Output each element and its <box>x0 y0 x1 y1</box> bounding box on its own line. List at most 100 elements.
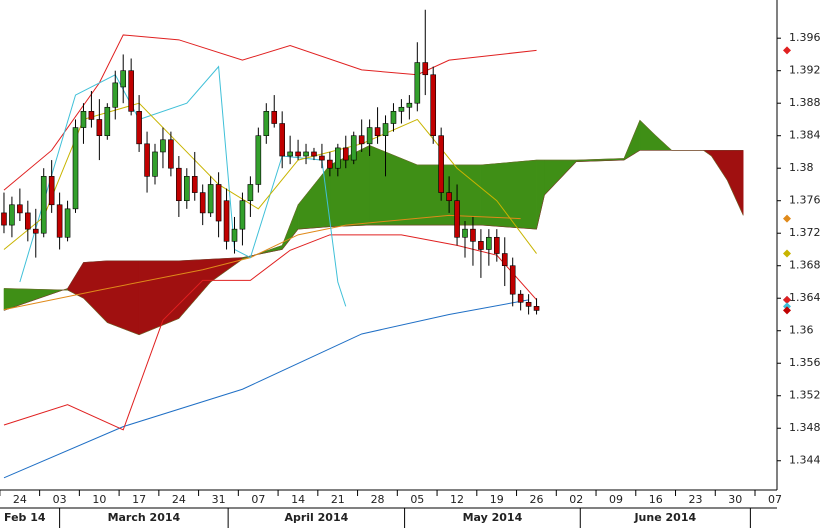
y-tick-label: 1.364 <box>789 291 820 304</box>
candle-body <box>168 139 174 169</box>
candle-body <box>462 228 468 238</box>
x-tick-label: 21 <box>331 493 345 506</box>
cloud-segment <box>107 260 140 336</box>
candle-body <box>319 155 325 161</box>
candle-body <box>517 293 524 303</box>
candle-body <box>350 135 357 161</box>
x-tick-label: 24 <box>13 493 27 506</box>
candle-body <box>335 147 341 169</box>
candle-body <box>390 111 397 124</box>
indicator-line <box>3 214 521 311</box>
candle-body <box>80 111 87 128</box>
candle-body <box>501 253 508 267</box>
x-tick-label: 12 <box>450 493 464 506</box>
y-tick-label: 1.372 <box>789 226 820 239</box>
candle-body <box>374 127 381 137</box>
candle-body <box>486 236 492 250</box>
candle-body <box>287 151 293 157</box>
indicator-line <box>19 65 347 307</box>
candle-body <box>327 159 333 169</box>
candle-body <box>470 228 476 242</box>
candle-body <box>160 139 166 153</box>
candle-body <box>533 306 540 311</box>
candle-body <box>525 301 532 307</box>
y-tick-label: 1.352 <box>789 389 820 402</box>
cloud-span-b <box>3 150 744 311</box>
candle-body <box>9 204 15 226</box>
y-tick-label: 1.356 <box>789 356 820 369</box>
y-tick-label: 1.392 <box>789 64 820 77</box>
x-tick-label: 14 <box>291 493 305 506</box>
candle-body <box>96 119 103 137</box>
candle-body <box>199 192 206 214</box>
candle-body <box>64 208 71 238</box>
x-tick-label: 28 <box>371 493 385 506</box>
candle-body <box>17 204 23 214</box>
candle-body <box>398 106 405 112</box>
y-tick-label: 1.344 <box>789 454 820 467</box>
candle-body <box>215 184 222 222</box>
candle-body <box>104 106 111 137</box>
candle-body <box>247 184 254 202</box>
candle-body <box>144 143 150 177</box>
candle-body <box>56 204 63 238</box>
last-value-marker <box>783 214 791 223</box>
candle-body <box>454 200 460 238</box>
candle-body <box>152 151 158 177</box>
candle-body <box>295 151 301 157</box>
x-tick-label: 16 <box>649 493 663 506</box>
month-label: April 2014 <box>284 511 348 524</box>
candle-body <box>478 241 484 250</box>
candle-body <box>430 74 437 137</box>
last-value-marker <box>783 302 791 311</box>
last-value-marker <box>783 249 791 258</box>
candle-body <box>239 200 246 230</box>
indicator-line <box>3 234 537 431</box>
y-tick-label: 1.388 <box>789 96 820 109</box>
x-tick-label: 30 <box>728 493 742 506</box>
x-tick-label: 26 <box>530 493 544 506</box>
candle-body <box>494 236 500 254</box>
candle-body <box>279 123 285 157</box>
x-tick-label: 03 <box>53 493 67 506</box>
candle-body <box>40 176 47 234</box>
candle-body <box>88 111 95 120</box>
candle-body <box>1 212 7 226</box>
x-tick-label: 05 <box>410 493 424 506</box>
candle-body <box>263 111 270 137</box>
candle-body <box>422 62 429 76</box>
x-tick-label: 24 <box>172 493 186 506</box>
month-label: June 2014 <box>633 511 696 524</box>
x-tick-label: 02 <box>569 493 583 506</box>
candle-body <box>120 70 127 88</box>
candle-body <box>231 228 238 242</box>
x-tick-label: 19 <box>490 493 504 506</box>
x-tick-label: 10 <box>92 493 106 506</box>
y-tick-label: 1.348 <box>789 421 820 434</box>
candle-body <box>136 111 142 145</box>
candle-body <box>191 176 198 193</box>
candle-body <box>271 111 278 124</box>
indicator-line <box>3 299 529 479</box>
y-tick-label: 1.36 <box>789 324 814 337</box>
x-tick-label: 09 <box>609 493 623 506</box>
y-tick-label: 1.396 <box>789 31 820 44</box>
candle-body <box>342 147 349 161</box>
last-value-marker <box>783 46 791 55</box>
x-tick-label: 23 <box>689 493 703 506</box>
candle-body <box>207 184 214 214</box>
candle-body <box>183 176 190 202</box>
month-label: Feb 14 <box>4 511 46 524</box>
candle-body <box>255 135 262 185</box>
x-tick-label: 17 <box>132 493 146 506</box>
candle-body <box>128 70 134 112</box>
month-label: March 2014 <box>108 511 181 524</box>
last-value-marker <box>783 295 791 304</box>
candle-body <box>414 62 421 104</box>
candle-body <box>112 82 119 108</box>
candle-body <box>223 200 230 242</box>
month-label: May 2014 <box>463 511 523 524</box>
y-tick-label: 1.384 <box>789 129 820 142</box>
x-tick-label: 07 <box>251 493 265 506</box>
candle-body <box>446 192 452 202</box>
